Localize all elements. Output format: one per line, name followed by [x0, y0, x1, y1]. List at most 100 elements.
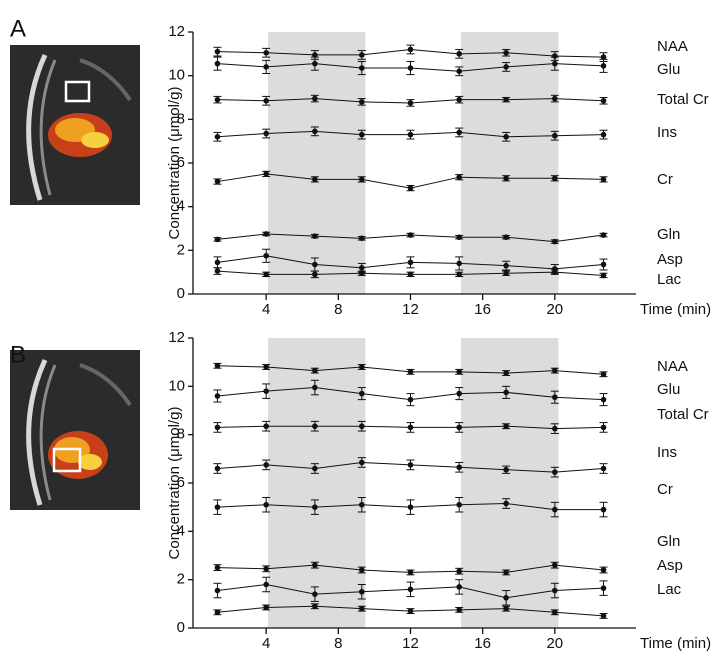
data-point [408, 272, 414, 278]
data-point [359, 589, 365, 595]
data-point [601, 585, 607, 591]
stimulus-band [268, 338, 365, 628]
data-point [601, 613, 607, 619]
stimulus-band [268, 32, 365, 294]
data-point [601, 371, 607, 377]
series-label: Total Cr [657, 91, 709, 108]
data-point [263, 582, 269, 588]
data-point [552, 269, 558, 275]
data-point [456, 391, 462, 397]
data-point [359, 567, 365, 573]
data-point [359, 99, 365, 105]
figure: A02468101248121620Concentration (μmol/g)… [0, 0, 725, 654]
data-point [408, 369, 414, 375]
data-point [408, 47, 414, 53]
data-point [263, 64, 269, 70]
data-point [601, 63, 607, 69]
series-label: Gln [657, 226, 680, 243]
x-tick-label: 4 [262, 301, 270, 318]
data-point [215, 609, 221, 615]
brain-image-a [10, 45, 140, 205]
y-tick-label: 12 [168, 329, 185, 346]
stimulus-band [461, 338, 558, 628]
data-point [408, 504, 414, 510]
data-point [456, 607, 462, 613]
y-tick-label: 0 [177, 619, 185, 636]
data-point [456, 568, 462, 574]
data-point [408, 425, 414, 431]
series-label: Total Cr [657, 406, 709, 423]
data-point [601, 177, 607, 183]
data-point [312, 272, 318, 278]
data-point [359, 265, 365, 271]
data-point [408, 397, 414, 403]
data-point [215, 134, 221, 140]
x-tick-label: 20 [546, 301, 563, 318]
data-point [503, 595, 509, 601]
data-point [359, 236, 365, 242]
data-point [215, 179, 221, 185]
y-tick-label: 2 [177, 241, 185, 258]
data-point [503, 467, 509, 473]
data-point [408, 260, 414, 266]
x-tick-label: 8 [334, 635, 342, 652]
data-point [456, 502, 462, 508]
data-point [503, 64, 509, 70]
data-point [215, 49, 221, 55]
data-point [503, 370, 509, 376]
x-axis-label: Time (min) [640, 301, 711, 318]
series-label: NAA [657, 358, 688, 375]
data-point [263, 388, 269, 394]
x-tick-label: 16 [474, 301, 491, 318]
data-point [263, 502, 269, 508]
data-point [215, 466, 221, 472]
data-point [601, 132, 607, 138]
data-point [456, 464, 462, 470]
data-point [408, 462, 414, 468]
data-point [456, 425, 462, 431]
data-point [552, 175, 558, 181]
series-label: Lac [657, 581, 682, 598]
data-point [408, 608, 414, 614]
data-point [312, 603, 318, 609]
data-point [312, 129, 318, 135]
panel-label: A [10, 15, 26, 42]
x-tick-label: 16 [474, 635, 491, 652]
data-point [552, 609, 558, 615]
data-point [312, 262, 318, 268]
data-point [601, 425, 607, 431]
data-point [263, 566, 269, 572]
data-point [503, 390, 509, 396]
data-point [263, 98, 269, 104]
data-point [552, 96, 558, 102]
data-point [503, 263, 509, 269]
data-point [503, 175, 509, 181]
data-point [312, 504, 318, 510]
x-tick-label: 20 [546, 635, 563, 652]
data-point [312, 61, 318, 67]
data-point [503, 423, 509, 429]
data-point [456, 51, 462, 57]
y-tick-label: 2 [177, 571, 185, 588]
data-point [552, 368, 558, 374]
data-point [312, 177, 318, 183]
data-point [601, 98, 607, 104]
data-point [408, 232, 414, 238]
data-point [456, 97, 462, 103]
data-point [456, 584, 462, 590]
y-axis-label: Concentration (μmol/g) [166, 87, 183, 240]
data-point [503, 234, 509, 240]
data-point [456, 69, 462, 75]
data-point [601, 466, 607, 472]
data-point [552, 469, 558, 475]
series-label: Asp [657, 557, 683, 574]
data-point [215, 61, 221, 67]
data-point [359, 270, 365, 276]
x-tick-label: 12 [402, 301, 419, 318]
data-point [215, 268, 221, 274]
series-label: NAA [657, 38, 688, 55]
data-point [215, 565, 221, 571]
data-point [503, 570, 509, 576]
data-point [359, 132, 365, 138]
data-point [263, 462, 269, 468]
